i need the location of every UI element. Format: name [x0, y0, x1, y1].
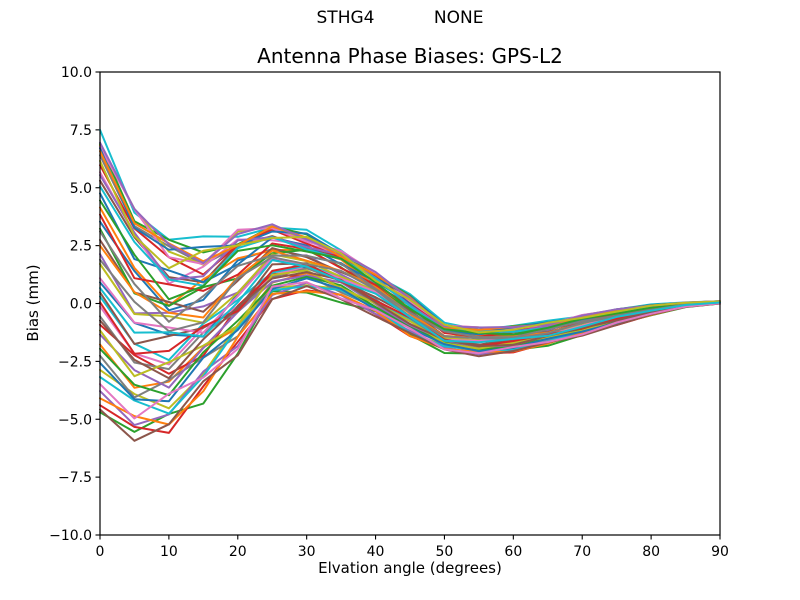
x-tick-label: 80: [642, 544, 660, 560]
series-line: [99, 199, 721, 336]
y-tick-label: −7.5: [58, 470, 92, 486]
x-tick-label: 90: [711, 544, 729, 560]
x-tick-label: 40: [367, 544, 385, 560]
series-line: [99, 271, 721, 380]
x-tick-label: 20: [229, 544, 247, 560]
y-tick-label: 2.5: [70, 239, 92, 255]
x-tick-label: 70: [573, 544, 591, 560]
x-axis-label: Elvation angle (degrees): [318, 559, 502, 577]
y-axis-label: Bias (mm): [24, 264, 42, 342]
series-line: [99, 281, 721, 420]
x-tick-label: 10: [160, 544, 178, 560]
x-tick-label: 50: [436, 544, 454, 560]
y-tick-label: −2.5: [58, 354, 92, 370]
y-tick-label: 7.5: [70, 123, 92, 139]
y-tick-label: −10.0: [49, 528, 92, 544]
series-line: [99, 159, 721, 334]
series-line: [99, 259, 721, 344]
y-tick-label: −5.0: [58, 412, 92, 428]
series-line: [99, 285, 721, 442]
chart-title: Antenna Phase Biases: GPS-L2: [257, 44, 563, 68]
x-tick-label: 30: [298, 544, 316, 560]
figure-suptitle: STHG4 NONE: [316, 8, 484, 28]
y-tick-label: 5.0: [70, 181, 92, 197]
plot-border: [99, 71, 721, 536]
x-tick-label: 60: [504, 544, 522, 560]
x-tick-label: 0: [96, 544, 105, 560]
y-tick-label: 10.0: [61, 65, 92, 81]
y-tick-label: 0.0: [70, 297, 92, 313]
